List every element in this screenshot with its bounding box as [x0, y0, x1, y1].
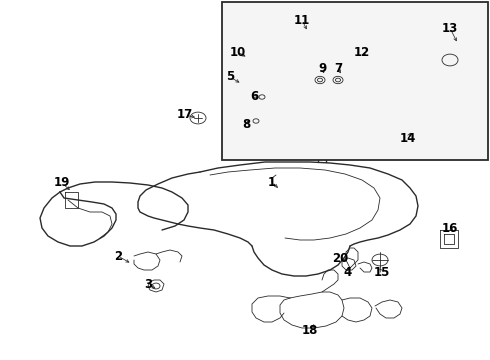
Text: 11: 11 — [294, 13, 310, 27]
Text: 19: 19 — [54, 176, 70, 189]
Text: 12: 12 — [354, 45, 370, 58]
Text: 1: 1 — [268, 175, 276, 189]
Text: 13: 13 — [442, 22, 458, 35]
Text: 9: 9 — [318, 62, 326, 75]
Text: 15: 15 — [374, 266, 390, 279]
Text: 5: 5 — [226, 71, 234, 84]
Text: 8: 8 — [242, 118, 250, 131]
Text: 20: 20 — [332, 252, 348, 265]
Text: 14: 14 — [400, 131, 416, 144]
Text: 16: 16 — [442, 221, 458, 234]
Text: 17: 17 — [177, 108, 193, 122]
Text: 4: 4 — [344, 266, 352, 279]
Text: 3: 3 — [144, 278, 152, 291]
Text: 2: 2 — [114, 249, 122, 262]
Text: 18: 18 — [302, 324, 318, 337]
Bar — [222, 2, 488, 160]
Text: 6: 6 — [250, 90, 258, 103]
Text: 10: 10 — [230, 45, 246, 58]
Text: 7: 7 — [334, 62, 342, 75]
